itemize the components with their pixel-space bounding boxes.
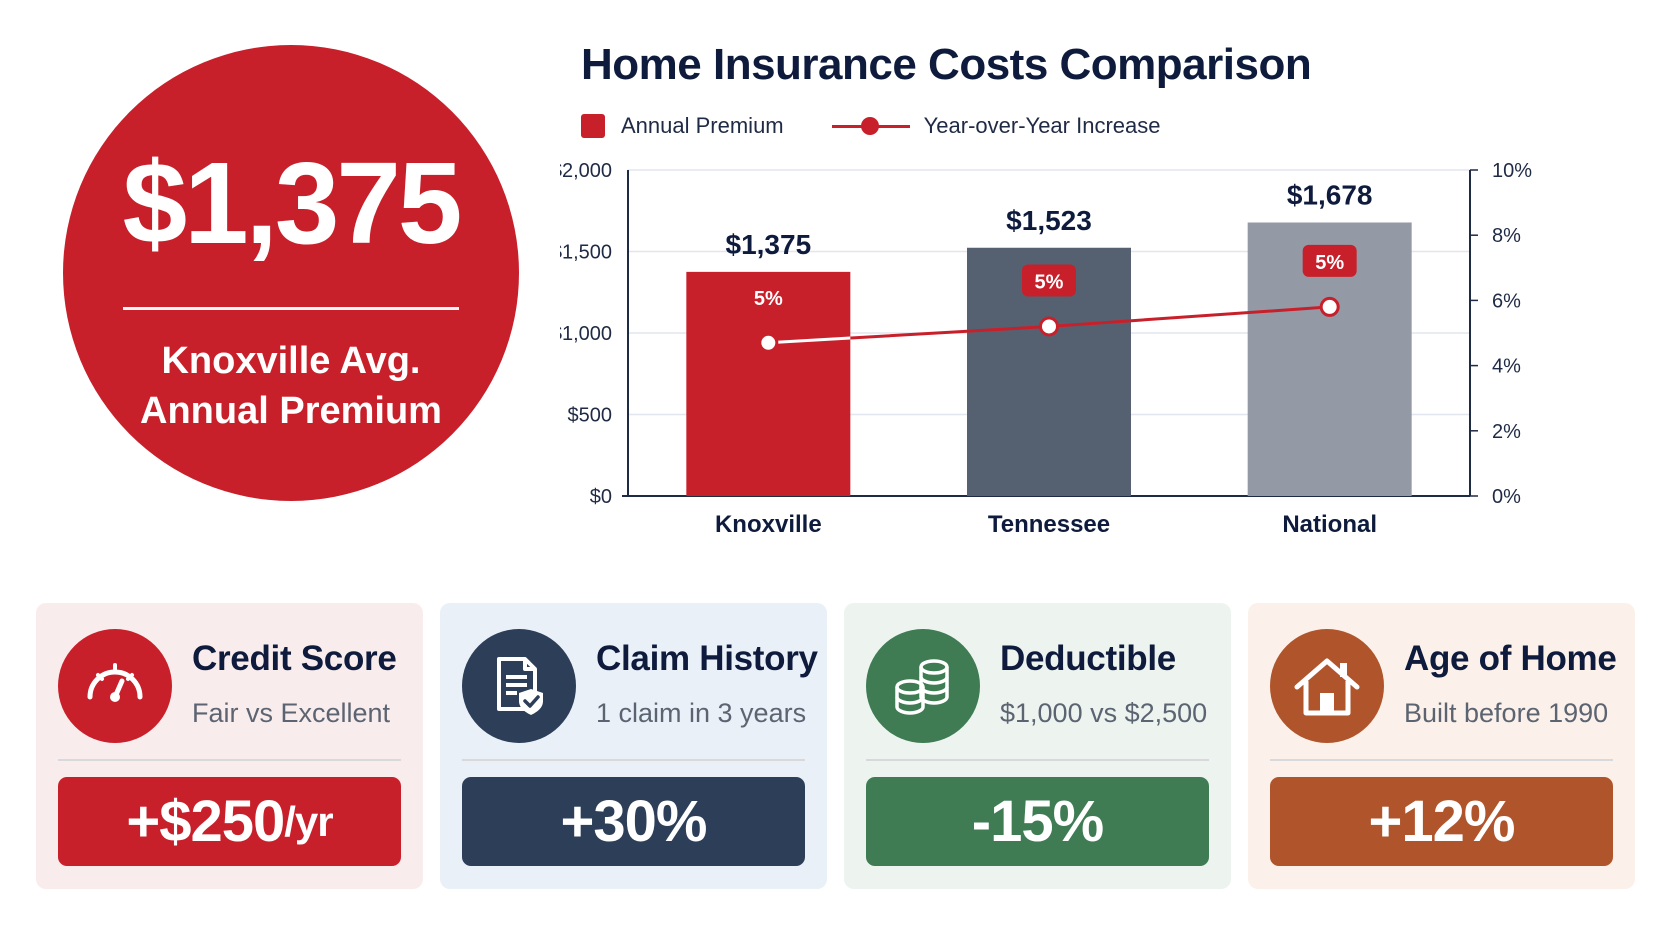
- card-badge-unit: /yr: [284, 797, 333, 845]
- y-right-tick-label: 4%: [1492, 356, 1521, 378]
- card-badge-value: -15%: [971, 789, 1104, 854]
- increase-label: 5%: [1315, 252, 1344, 274]
- card-badge: +12%: [1270, 777, 1613, 866]
- legend-swatch-premium: [581, 114, 605, 138]
- factor-cards: Credit Score Fair vs Excellent +$250/yr …: [36, 603, 1636, 889]
- x-tick-label: Knoxville: [715, 511, 822, 538]
- card-age-of-home: Age of Home Built before 1990 +12%: [1248, 603, 1635, 889]
- increase-point: [1039, 316, 1059, 337]
- bar-value-label: $1,523: [1006, 205, 1092, 236]
- increase-label-badge: [1022, 264, 1076, 297]
- card-subtitle: Built before 1990: [1404, 698, 1609, 728]
- hero-divider: [123, 307, 459, 310]
- card-title: Credit Score: [192, 639, 397, 678]
- increase-label: 5%: [1035, 271, 1064, 293]
- y-right-tick-label: 6%: [1492, 290, 1521, 312]
- y-left-tick-label: $1,000: [560, 323, 612, 345]
- y-left-tick-label: $2,000: [560, 160, 612, 182]
- card-divider: [866, 759, 1209, 761]
- card-title: Claim History: [596, 639, 818, 678]
- house-icon: [1270, 629, 1384, 743]
- card-badge-value: +12%: [1368, 789, 1516, 854]
- card-subtitle: 1 claim in 3 years: [596, 698, 807, 728]
- y-right-tick-label: 0%: [1492, 486, 1521, 508]
- bar-value-label: $1,375: [726, 229, 812, 260]
- increase-label-badge: [741, 280, 796, 313]
- y-right-tick-label: 2%: [1492, 421, 1521, 443]
- y-left-tick-label: $1,500: [560, 242, 612, 264]
- legend-label-increase: Year-over-Year Increase: [923, 113, 1161, 138]
- increase-point: [758, 332, 779, 353]
- legend-line-increase: [831, 116, 910, 136]
- card-title: Age of Home: [1404, 639, 1617, 678]
- bar-value-label: $1,678: [1287, 179, 1373, 210]
- y-right-tick-label: 8%: [1492, 225, 1521, 247]
- legend-label-premium: Annual Premium: [621, 113, 784, 138]
- chart-legend: Annual Premium Year-over-Year Increase: [581, 110, 1208, 142]
- increase-line-segment: [768, 336, 851, 345]
- hero-circle: $1,375 Knoxville Avg. Annual Premium: [63, 45, 519, 501]
- legend-item-increase: Year-over-Year Increase: [831, 113, 1161, 139]
- hero-value: $1,375: [122, 138, 463, 268]
- card-title: Deductible: [1000, 639, 1176, 678]
- card-badge: +30%: [462, 777, 805, 866]
- card-deductible: Deductible $1,000 vs $2,500 -15%: [844, 603, 1231, 889]
- card-badge: -15%: [866, 777, 1209, 866]
- card-divider: [1270, 759, 1613, 761]
- card-divider: [58, 759, 401, 761]
- card-subtitle: Fair vs Excellent: [192, 698, 391, 728]
- card-badge-value: +$250: [126, 789, 285, 854]
- x-tick-label: National: [1282, 511, 1377, 538]
- increase-label-badge: [1302, 244, 1357, 277]
- card-claim-history: Claim History 1 claim in 3 years +30%: [440, 603, 827, 889]
- comparison-chart: $0 $500 $1,000 $1,500 $2,000 0% 2% 4% 6% 8% 10% $1,…: [560, 160, 1532, 538]
- card-subtitle: $1,000 vs $2,500: [1000, 698, 1208, 728]
- x-tick-label: Tennessee: [988, 511, 1110, 538]
- legend-item-premium: Annual Premium: [581, 113, 784, 139]
- hero-label-line2: Annual Premium: [140, 390, 442, 432]
- speedometer-icon: [58, 629, 172, 743]
- card-badge-value: +30%: [560, 789, 708, 854]
- document-shield-icon: [462, 629, 576, 743]
- y-left-tick-label: $500: [568, 405, 613, 427]
- hero-label: Knoxville Avg. Annual Premium: [140, 336, 442, 436]
- y-left-tick-label: $0: [590, 486, 612, 508]
- coins-icon: [866, 629, 980, 743]
- card-credit-score: Credit Score Fair vs Excellent +$250/yr: [36, 603, 423, 889]
- chart-title: Home Insurance Costs Comparison: [581, 40, 1312, 89]
- card-divider: [462, 759, 805, 761]
- y-right-tick-label: 10%: [1492, 160, 1532, 182]
- increase-label: 5%: [754, 288, 783, 310]
- card-badge: +$250/yr: [58, 777, 401, 866]
- increase-point: [1319, 296, 1340, 317]
- hero-label-line1: Knoxville Avg.: [161, 340, 421, 382]
